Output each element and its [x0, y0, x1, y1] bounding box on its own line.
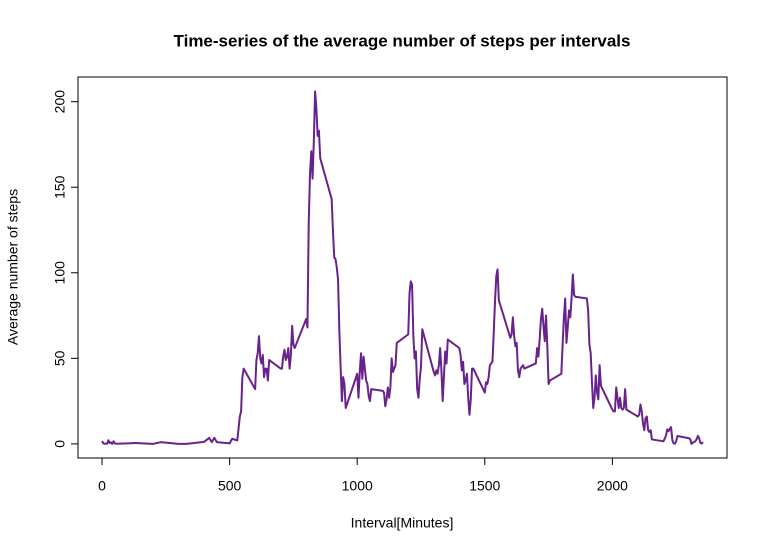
x-axis-label: Interval[Minutes]	[351, 515, 454, 531]
y-tick-label: 150	[52, 175, 68, 199]
y-tick-label: 200	[52, 90, 68, 114]
chart-title: Time-series of the average number of ste…	[174, 31, 631, 50]
data-line	[101, 90, 704, 445]
y-axis-label: Average number of steps	[5, 189, 21, 345]
y-tick-label: 100	[52, 261, 68, 285]
y-tick-label: 0	[52, 440, 68, 448]
y-tick-label: 50	[52, 350, 68, 366]
x-tick-label: 0	[98, 478, 106, 494]
x-tick-label: 2000	[597, 478, 628, 494]
x-tick-label: 1500	[469, 478, 500, 494]
x-tick-label: 1000	[342, 478, 373, 494]
x-tick-label: 500	[218, 478, 242, 494]
